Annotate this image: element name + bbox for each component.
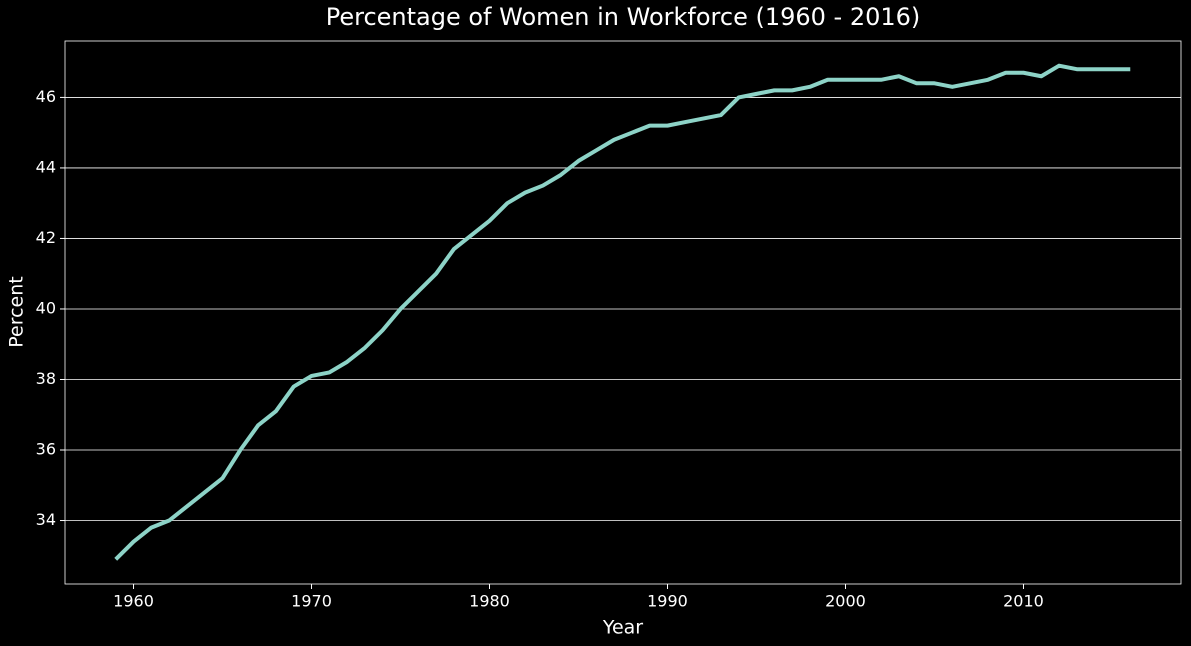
y-tick-label: 34 bbox=[36, 510, 56, 529]
x-tick-label: 1980 bbox=[469, 592, 510, 611]
y-axis-label: Percent bbox=[6, 276, 28, 348]
chart-title: Percentage of Women in Workforce (1960 -… bbox=[326, 3, 921, 31]
y-tick-label: 40 bbox=[36, 298, 56, 317]
x-tick-label: 1990 bbox=[647, 592, 688, 611]
x-axis-label: Year bbox=[602, 617, 643, 639]
x-tick-label: 1970 bbox=[291, 592, 332, 611]
x-tick-label: 1960 bbox=[113, 592, 154, 611]
y-tick-label: 38 bbox=[36, 369, 56, 388]
y-tick-label: 42 bbox=[36, 228, 56, 247]
y-tick-label: 36 bbox=[36, 440, 56, 459]
y-tick-label: 44 bbox=[36, 157, 56, 176]
x-tick-label: 2000 bbox=[825, 592, 866, 611]
plot-frame bbox=[64, 40, 1182, 585]
x-tick-label: 2010 bbox=[1003, 592, 1044, 611]
y-tick-label: 46 bbox=[36, 87, 56, 106]
data-line bbox=[114, 63, 1131, 561]
